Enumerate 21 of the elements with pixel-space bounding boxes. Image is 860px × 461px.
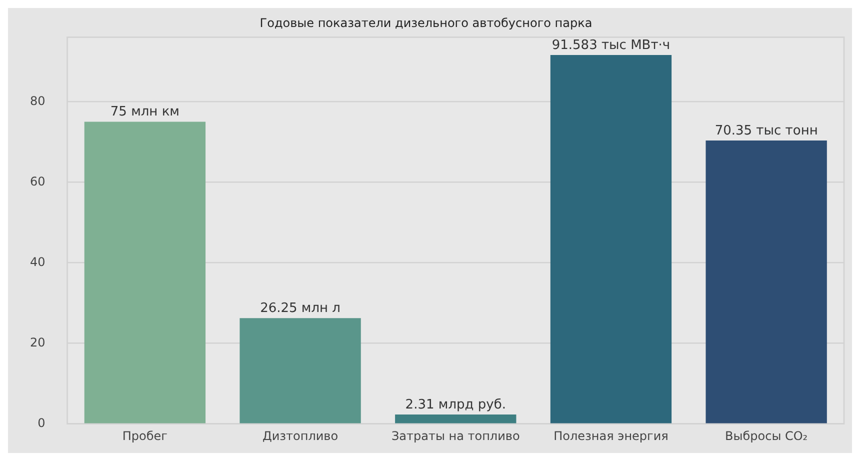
x-tick-label: Полезная энергия — [554, 429, 668, 444]
x-tick-label: Выбросы CO₂ — [725, 429, 808, 444]
data-label: 91.583 тыс МВт·ч — [552, 38, 670, 53]
data-label: 75 млн км — [110, 104, 180, 120]
bar — [395, 414, 516, 424]
data-label: 2.31 млрд руб. — [405, 397, 506, 412]
y-tick-label: 40 — [30, 254, 46, 269]
y-tick-label: 20 — [30, 335, 46, 350]
bar — [550, 54, 672, 424]
bar — [706, 140, 827, 424]
y-tick-label: 60 — [30, 174, 46, 188]
chart-title: Годовые показатели дизельного автобусного парка — [260, 16, 592, 30]
bar — [84, 122, 206, 424]
data-label: 26.25 млн л — [260, 300, 340, 316]
y-tick-label: 0 — [38, 416, 46, 430]
x-tick-label: Дизтопливо — [262, 429, 338, 444]
bar — [240, 318, 361, 424]
data-label: 70.35 тыс тонн — [714, 123, 818, 138]
x-tick-label: Затраты на топливо — [391, 429, 520, 444]
y-tick-label: 80 — [30, 94, 46, 108]
x-tick-label: Пробег — [122, 429, 168, 444]
